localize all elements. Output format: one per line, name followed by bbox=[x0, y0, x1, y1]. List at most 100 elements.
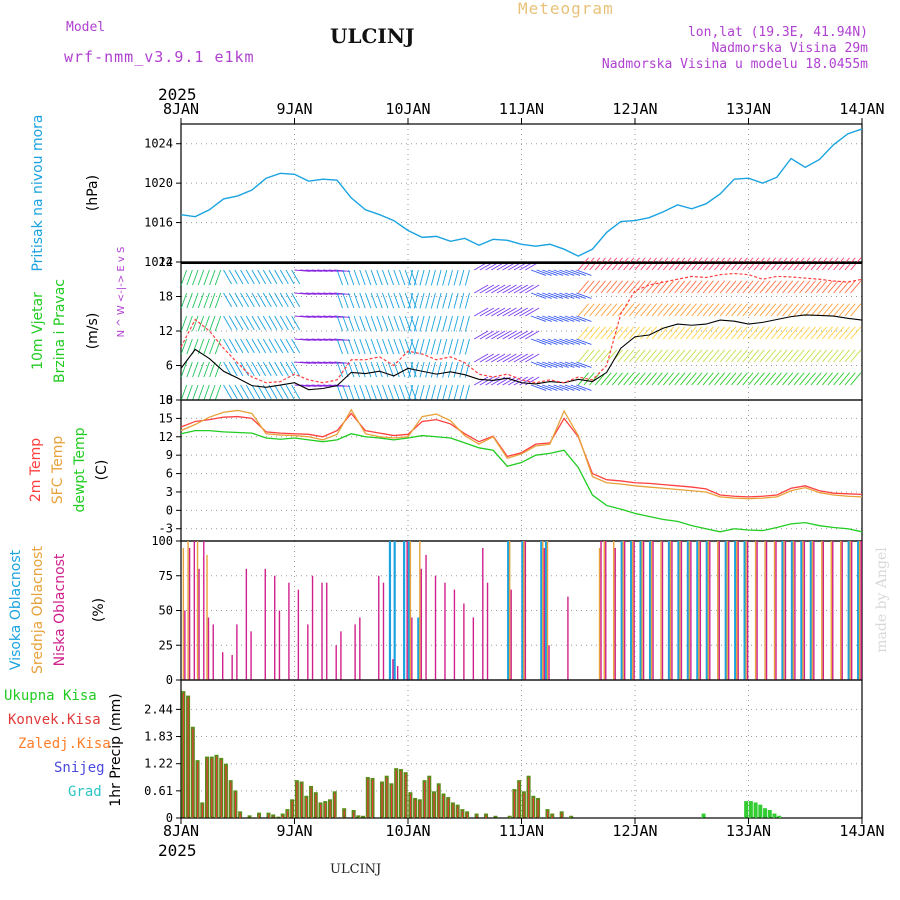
wind-barb bbox=[502, 376, 517, 386]
wind-barb bbox=[268, 315, 278, 331]
wind-barb bbox=[347, 338, 355, 355]
wind-barb bbox=[719, 280, 731, 294]
wind-barb bbox=[251, 292, 261, 308]
wind-barb bbox=[453, 269, 459, 286]
wind-barb bbox=[553, 315, 569, 322]
wind-barb bbox=[262, 338, 272, 354]
wind-barb bbox=[447, 384, 453, 401]
wind-barb bbox=[776, 372, 788, 386]
temp-line-1 bbox=[180, 408, 863, 500]
wind-barb bbox=[322, 338, 339, 341]
wind-barb bbox=[214, 384, 222, 401]
wind-barb bbox=[342, 384, 349, 401]
wind-barb bbox=[697, 349, 709, 363]
wind-barb bbox=[317, 269, 334, 272]
wind-barb bbox=[634, 326, 646, 340]
wind-barb bbox=[209, 338, 216, 355]
wind-barb bbox=[485, 376, 500, 386]
pressure-unit: (hPa) bbox=[85, 175, 101, 211]
wind-barb bbox=[245, 269, 255, 285]
wind-barb bbox=[680, 303, 692, 317]
wind-barb bbox=[209, 361, 216, 378]
wind-barb bbox=[765, 349, 777, 363]
wind-barb bbox=[279, 292, 289, 308]
wind-barb bbox=[742, 372, 754, 386]
wind-barb bbox=[322, 315, 339, 318]
wind-barb bbox=[844, 326, 856, 340]
wind-barb bbox=[209, 315, 216, 332]
wind-barb bbox=[447, 361, 453, 378]
wind-barb bbox=[765, 303, 777, 317]
wind-barb bbox=[600, 280, 612, 294]
wind-barb bbox=[810, 372, 822, 386]
wind-barb bbox=[245, 361, 255, 377]
wind-barb bbox=[776, 349, 788, 363]
precip-conv-bar bbox=[466, 813, 468, 818]
wind-barb bbox=[419, 384, 425, 401]
wind-barb bbox=[719, 372, 731, 386]
wind-barb bbox=[257, 269, 267, 285]
wind-barb bbox=[623, 349, 635, 363]
wind-barb bbox=[782, 303, 794, 317]
wind-barb bbox=[328, 361, 345, 364]
wind-barb bbox=[530, 315, 547, 322]
wind-barb bbox=[447, 338, 453, 355]
precip-conv-bar bbox=[267, 814, 270, 818]
y-tick-label: 15 bbox=[159, 411, 173, 425]
wind-barb bbox=[736, 372, 748, 386]
precip-conv-bar bbox=[286, 811, 289, 818]
precip-conv-bar bbox=[301, 783, 303, 818]
wind-barb bbox=[759, 349, 771, 363]
wind-barb bbox=[197, 361, 205, 378]
wind-barb bbox=[651, 349, 663, 363]
wind-barb bbox=[674, 372, 686, 386]
wind-barb bbox=[542, 384, 558, 391]
altitude-info: Nadmorska Visina 29m bbox=[711, 41, 868, 56]
model-label: Model bbox=[66, 20, 106, 35]
wind-barb bbox=[577, 349, 589, 363]
wind-barb bbox=[640, 280, 652, 294]
wind-barb bbox=[203, 269, 210, 286]
wind-barb bbox=[519, 330, 534, 340]
wind-barb bbox=[245, 338, 255, 354]
wind-barb bbox=[691, 280, 703, 294]
wind-barb bbox=[844, 372, 856, 386]
wind-barb bbox=[530, 338, 547, 345]
x-label-bottom: 9JAN bbox=[276, 822, 312, 840]
wind-barb bbox=[300, 315, 317, 318]
wind-barb bbox=[285, 338, 295, 354]
precip-conv-bar bbox=[230, 782, 232, 818]
precip-conv-bar bbox=[215, 756, 218, 818]
wind-barb bbox=[657, 280, 669, 294]
wind-barb bbox=[347, 292, 355, 309]
y-tick-label: 3 bbox=[166, 485, 173, 499]
wind-barb bbox=[425, 269, 431, 286]
x-label-bottom: 8JAN bbox=[163, 822, 199, 840]
wind-barb bbox=[404, 315, 412, 332]
wind-barb bbox=[399, 292, 406, 309]
wind-barb bbox=[257, 315, 267, 331]
x-label-top: 9JAN bbox=[276, 100, 312, 118]
wind-barb bbox=[611, 303, 623, 317]
wind-unit: (m/s) bbox=[85, 313, 101, 350]
wind-barb bbox=[228, 292, 238, 308]
precip-conv-bar bbox=[537, 799, 539, 818]
wind-barb bbox=[725, 326, 737, 340]
wind-barb bbox=[291, 269, 301, 285]
temp-axis-title-dewpt: dewpt Temp bbox=[72, 427, 88, 512]
wind-barb bbox=[382, 269, 389, 286]
y-tick-label: 18 bbox=[159, 290, 173, 304]
wind-barb bbox=[827, 303, 839, 317]
wind-barb bbox=[459, 292, 465, 309]
wind-barb bbox=[430, 292, 436, 309]
wind-barb bbox=[577, 280, 589, 294]
wind-barb bbox=[748, 303, 760, 317]
x-label-top: 13JAN bbox=[726, 100, 771, 118]
wind-barb bbox=[559, 384, 575, 391]
wind-barb bbox=[268, 292, 278, 308]
wind-barb bbox=[530, 292, 547, 299]
wind-speed-line bbox=[180, 314, 863, 391]
wind-barb bbox=[317, 338, 334, 341]
wind-barb bbox=[844, 280, 856, 294]
cloud-panel: 0 25 50 75 100 bbox=[151, 534, 863, 687]
